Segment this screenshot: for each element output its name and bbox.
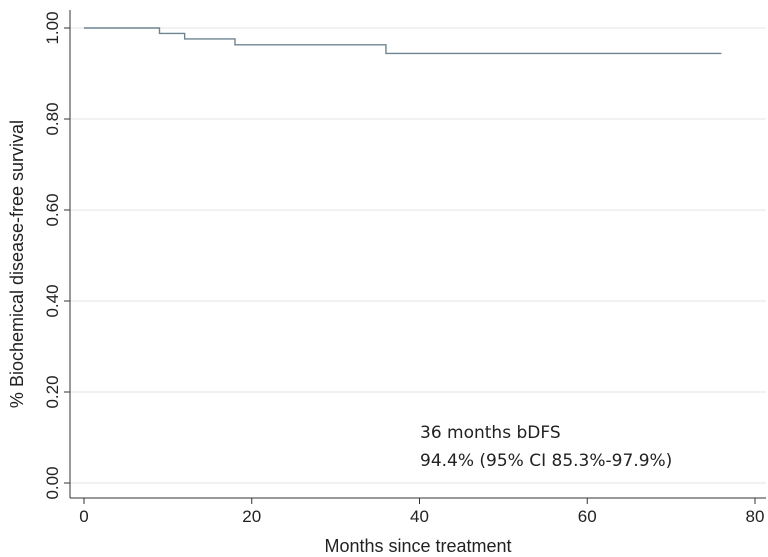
y-tick-label: 0.80	[43, 102, 62, 135]
y-tick-label: 0.00	[43, 466, 62, 499]
y-axis-title: % Biochemical disease-free survival	[7, 120, 27, 408]
survival-curve-layer	[84, 27, 722, 55]
y-tick-label: 1.00	[43, 11, 62, 44]
tick-labels: 0.00 0.20 0.40 0.60 0.80 1.00 0 20 40 60 80	[43, 11, 764, 526]
survival-curve	[84, 27, 722, 55]
y-tick-label: 0.20	[43, 375, 62, 408]
x-tick-label: 20	[242, 507, 261, 526]
gridlines	[70, 27, 766, 484]
x-axis-title: Months since treatment	[324, 536, 511, 556]
x-tick-label: 40	[410, 507, 429, 526]
x-tick-label: 0	[79, 507, 88, 526]
x-tick-label: 60	[578, 507, 597, 526]
x-tick-label: 80	[746, 507, 765, 526]
annotation-line-2: 94.4% (95% CI 85.3%-97.9%)	[420, 451, 672, 471]
axes	[64, 10, 766, 504]
y-tick-label: 0.40	[43, 284, 62, 317]
annotation-line-1: 36 months bDFS	[420, 423, 561, 443]
y-tick-label: 0.60	[43, 193, 62, 226]
